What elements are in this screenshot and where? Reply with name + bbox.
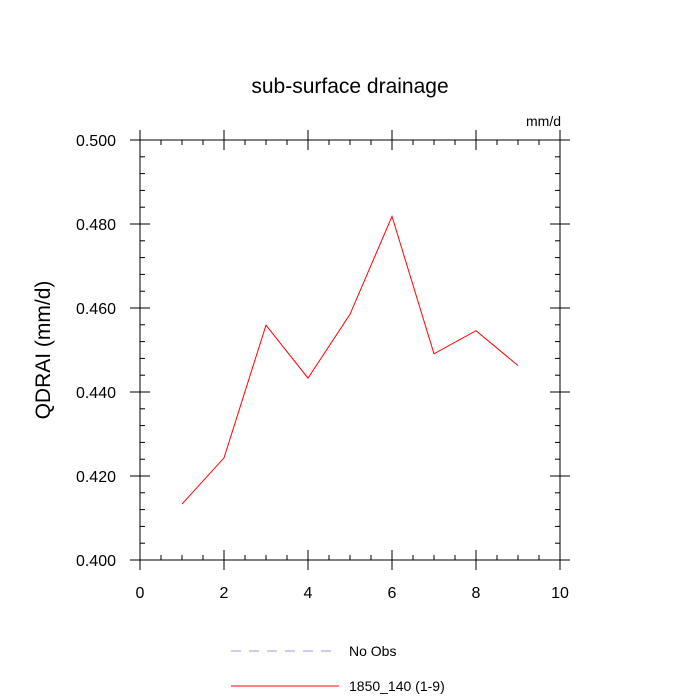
- y-tick-label: 0.400: [76, 553, 116, 570]
- x-tick-label: 0: [136, 585, 145, 602]
- x-axis: 0 2 4 6 8 10: [136, 130, 569, 602]
- plot-frame: [139, 139, 561, 561]
- y-tick-label: 0.480: [76, 217, 116, 234]
- legend: No Obs 1850_140 (1-9): [231, 643, 445, 694]
- x-tick-label: 2: [220, 585, 229, 602]
- y-tick-label: 0.500: [76, 133, 116, 150]
- series-layer: [181, 214, 519, 505]
- y-tick-label: 0.460: [76, 301, 116, 318]
- x-tick-label: 8: [472, 585, 481, 602]
- y-tick-label: 0.420: [76, 469, 116, 486]
- series-line: [181, 214, 519, 505]
- y-axis: 0.400 0.420 0.440 0.460 0.480 0.500: [76, 133, 570, 570]
- legend-label: 1850_140 (1-9): [349, 678, 445, 694]
- y-axis-label: QDRAI (mm/d): [32, 281, 55, 420]
- units-label: mm/d: [526, 113, 561, 129]
- legend-label: No Obs: [349, 643, 396, 659]
- chart-title: sub-surface drainage: [251, 75, 448, 98]
- x-tick-label: 4: [304, 585, 313, 602]
- x-tick-label: 6: [388, 585, 397, 602]
- x-tick-label: 10: [551, 585, 569, 602]
- y-tick-label: 0.440: [76, 385, 116, 402]
